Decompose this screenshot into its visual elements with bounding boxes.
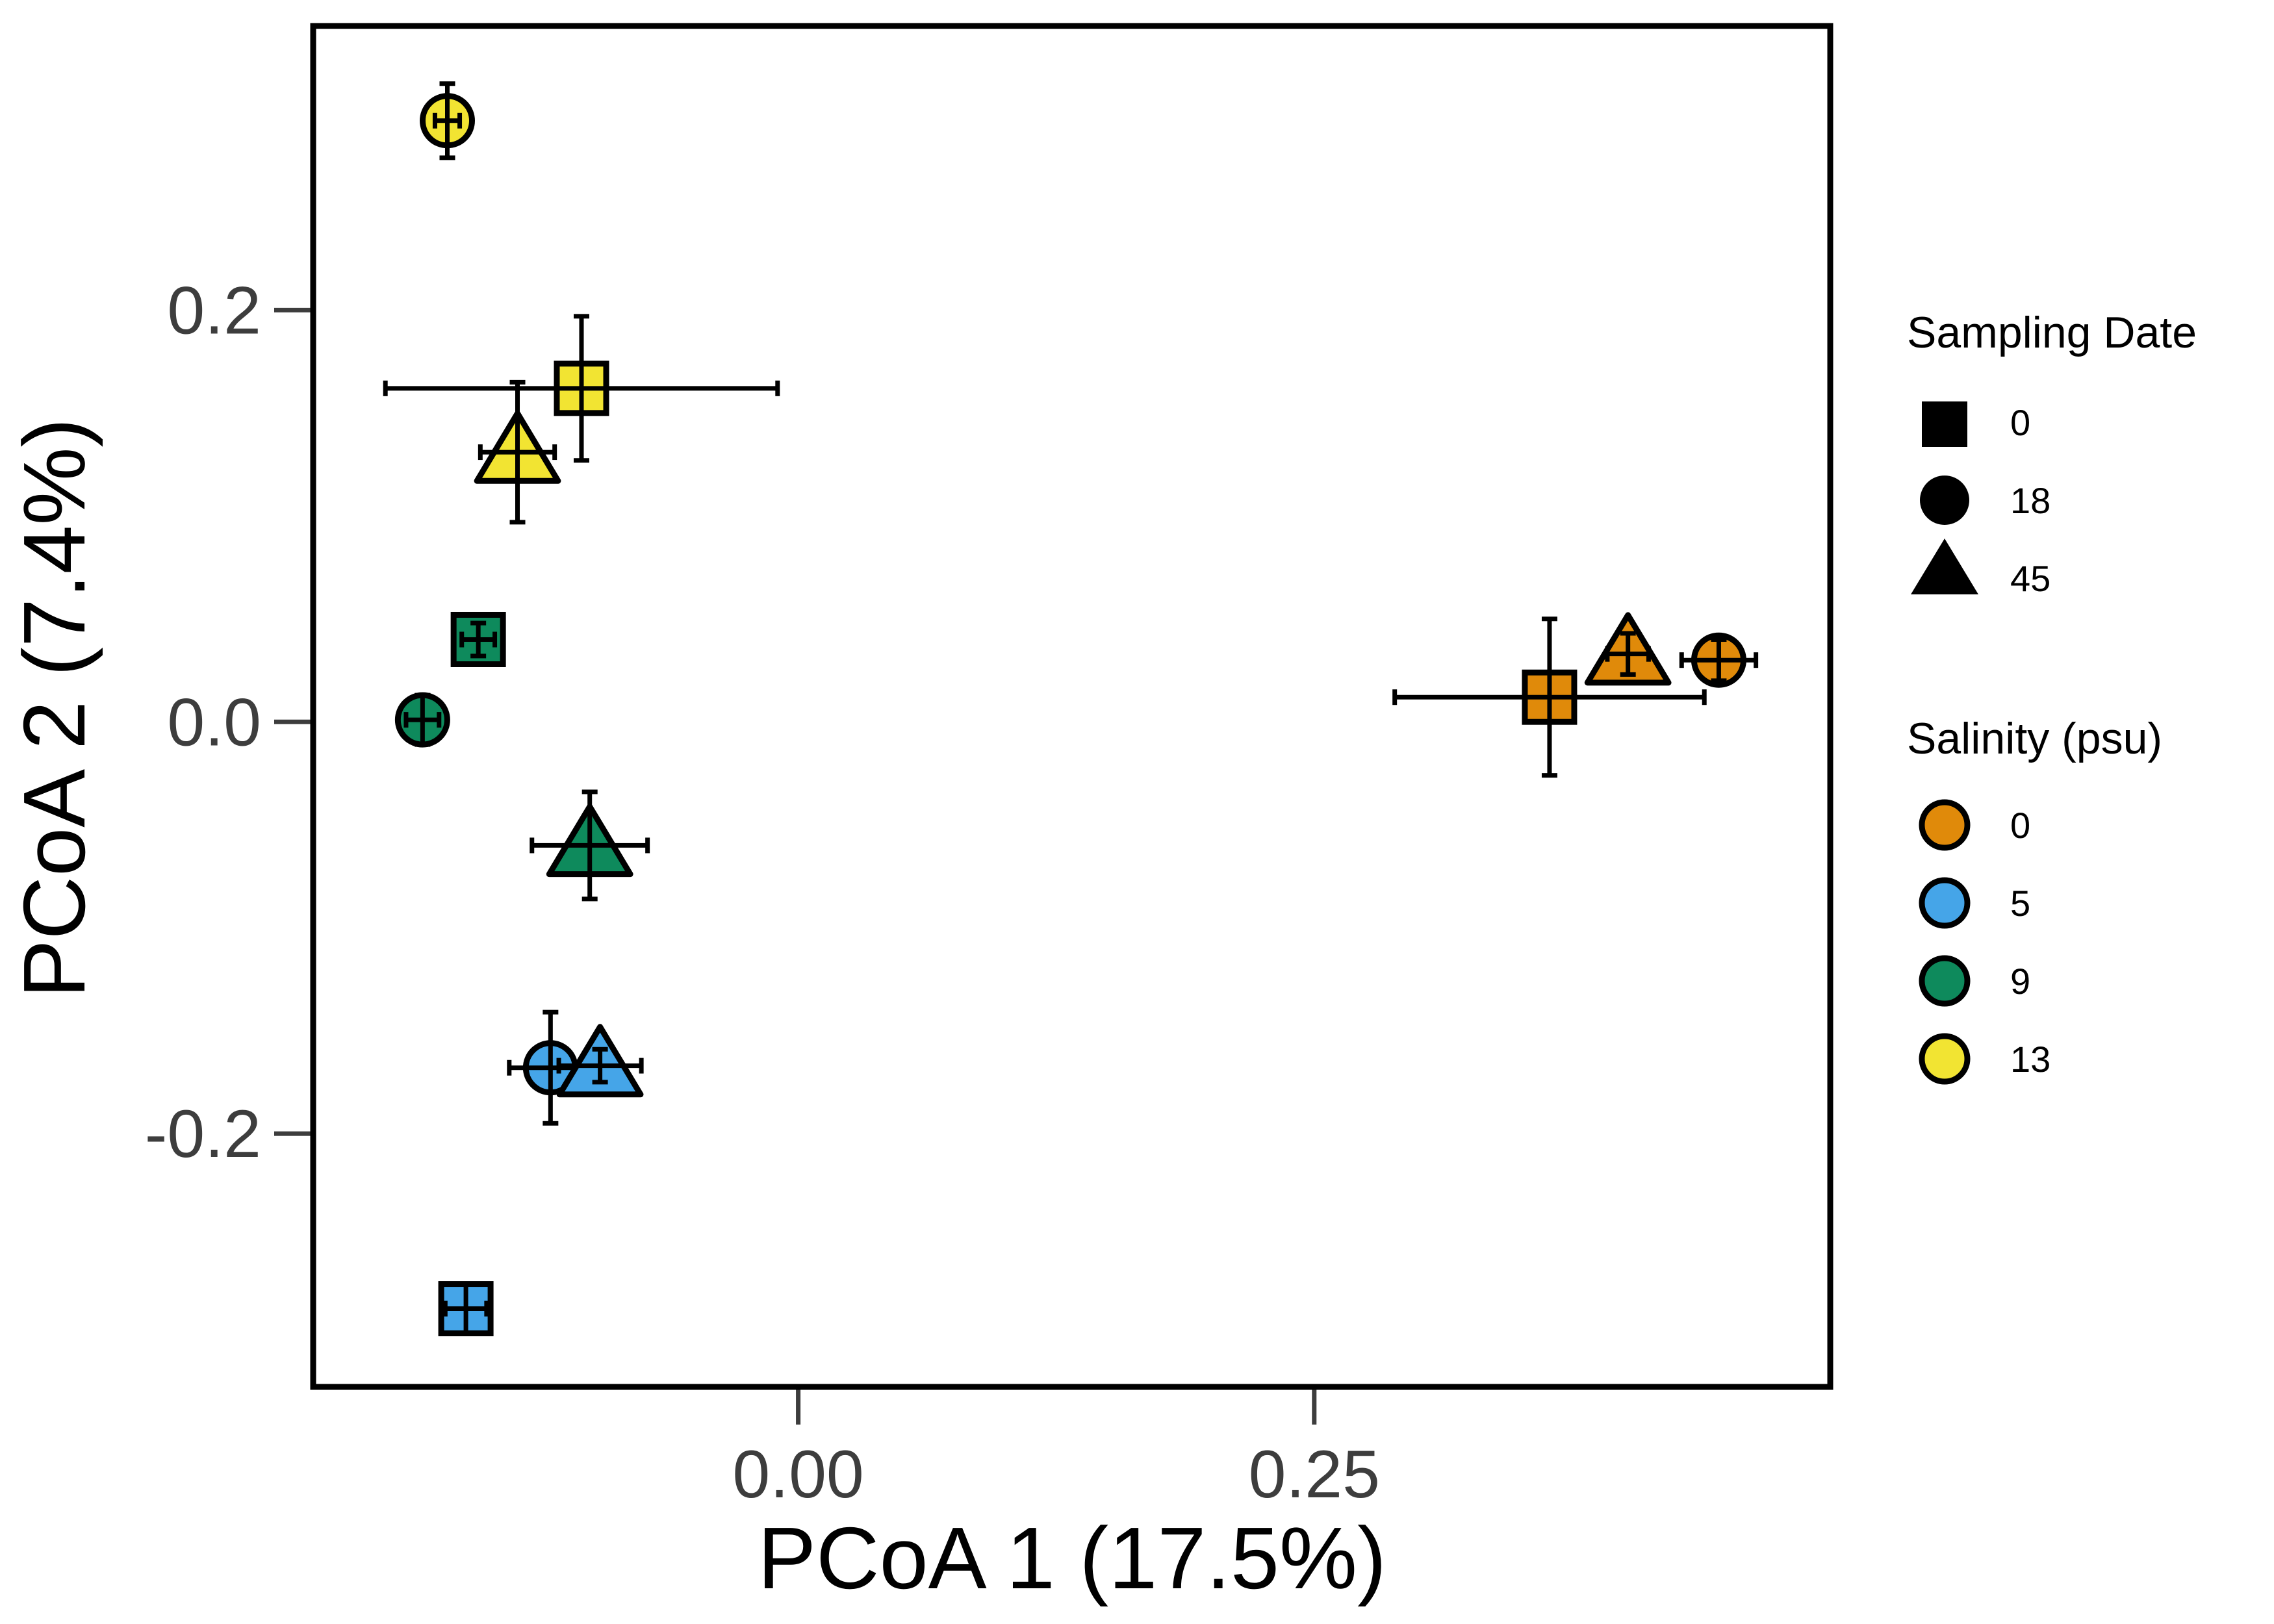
legend-square-swatch: [1922, 401, 1967, 447]
data-points: [383, 81, 1759, 1337]
y-tick-label: -0.2: [145, 1097, 261, 1172]
point-square-salinity-5-date-0: [438, 1281, 494, 1337]
legend-circle-swatch: [1920, 476, 1969, 525]
legend-label-date-18: 18: [2010, 480, 2050, 521]
y-tick-label: 0.2: [167, 273, 261, 348]
legend-title-date: Sampling Date: [1907, 308, 2197, 357]
legend-swatch-salinity-5: [1919, 877, 1971, 929]
x-axis-title: PCoA 1 (17.5%): [758, 1509, 1386, 1607]
legend-label-salinity-0: 0: [2010, 805, 2030, 846]
plot-panel-border: [310, 23, 1833, 1390]
legend-label-date-45: 45: [2010, 558, 2050, 599]
legend-label-salinity-5: 5: [2010, 883, 2030, 924]
point-square-salinity-9-date-0: [450, 611, 506, 667]
point-triangle-salinity-9-date-45: [530, 789, 650, 902]
legend-swatch-salinity-9: [1919, 955, 1971, 1007]
axis-ticks: 0.00 0.25 -0.2 0.0 0.2: [145, 273, 1380, 1512]
x-tick-label: 0.25: [1249, 1437, 1380, 1512]
legend-swatch-salinity-13: [1919, 1033, 1971, 1085]
point-circle-salinity-9-date-18: [394, 692, 450, 748]
legend: Sampling Date 0 18 45 Salinity (psu) 0 5…: [1907, 308, 2197, 1085]
legend-swatch-salinity-0: [1919, 799, 1971, 851]
point-triangle-salinity-0-date-45: [1584, 612, 1672, 686]
legend-title-salinity: Salinity (psu): [1907, 714, 2162, 763]
y-axis-title: PCoA 2 (7.4%): [5, 418, 103, 998]
point-triangle-salinity-13-date-45: [474, 379, 561, 525]
legend-label-date-0: 0: [2010, 402, 2030, 443]
point-square-salinity-13-date-0: [383, 314, 780, 463]
legend-label-salinity-13: 13: [2010, 1039, 2050, 1080]
legend-triangle-swatch: [1911, 539, 1978, 594]
point-square-salinity-0-date-0: [1392, 616, 1707, 778]
point-circle-salinity-0-date-18: [1679, 632, 1759, 688]
y-tick-label: 0.0: [167, 685, 261, 760]
point-circle-salinity-13-date-18: [419, 81, 475, 160]
point-triangle-salinity-5-date-45: [556, 1024, 644, 1098]
legend-label-salinity-9: 9: [2010, 961, 2030, 1002]
x-tick-label: 0.00: [732, 1437, 863, 1512]
